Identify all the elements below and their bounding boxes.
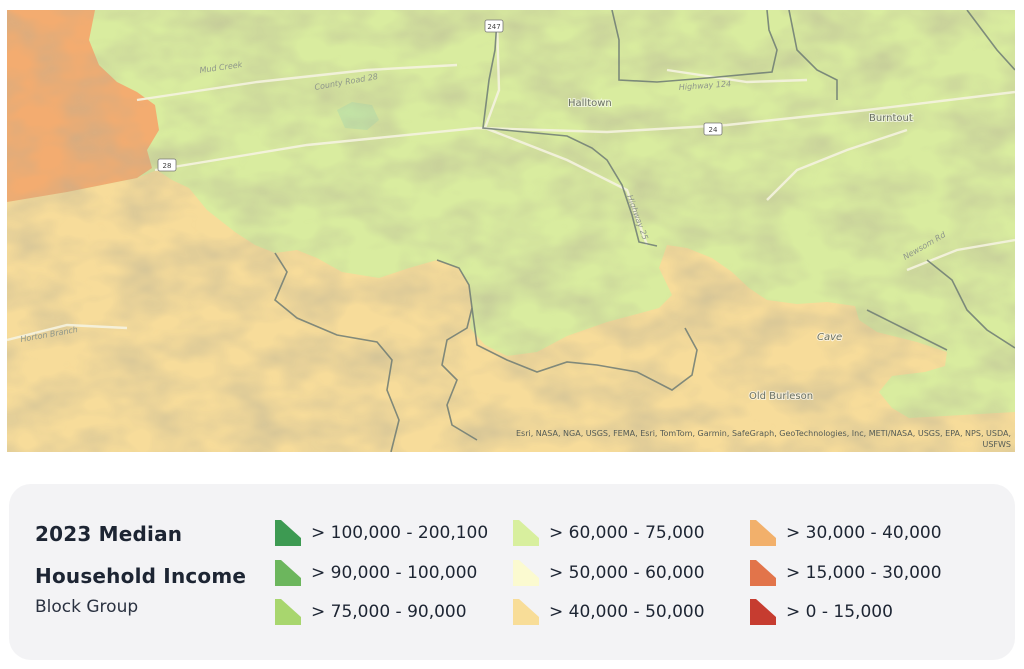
place-label-cave: Cave [817,332,842,343]
legend-item: > 60,000 - 75,000 [511,518,705,548]
place-label-old-burleson: Old Burleson [749,391,813,402]
svg-text:24: 24 [709,126,718,134]
legend-item: > 75,000 - 90,000 [273,597,467,627]
legend-label: > 75,000 - 90,000 [311,602,467,622]
svg-text:247: 247 [487,23,500,31]
map-canvas: 247 28 24 Mud Creek County Road 28 Highw… [7,10,1015,452]
choropleth-map[interactable]: 247 28 24 Mud Creek County Road 28 Highw… [7,10,1015,452]
legend-item: > 100,000 - 200,100 [273,518,488,548]
legend-item: > 50,000 - 60,000 [511,558,705,588]
legend-label: > 60,000 - 75,000 [549,523,705,543]
legend-item: > 90,000 - 100,000 [273,558,477,588]
legend-swatch [275,560,301,586]
legend-title-line-2: Household Income [35,564,247,588]
legend-label: > 30,000 - 40,000 [786,523,942,543]
legend-label: > 15,000 - 30,000 [786,563,942,583]
legend-swatch [513,599,539,625]
legend-swatch [513,520,539,546]
map-attribution: Esri, NASA, NGA, USGS, FEMA, Esri, TomTo… [515,429,1011,449]
legend-swatch [275,599,301,625]
svg-text:28: 28 [163,162,172,170]
legend-label: > 0 - 15,000 [786,602,893,622]
legend-item: > 0 - 15,000 [748,597,893,627]
legend-swatch [750,520,776,546]
place-label-halltown: Halltown [568,98,612,109]
legend-swatch [750,599,776,625]
legend-label: > 50,000 - 60,000 [549,563,705,583]
legend-subtitle: Block Group [35,597,139,617]
legend-swatch [750,560,776,586]
legend-swatch [275,520,301,546]
route-shield-28: 28 [157,158,177,172]
legend-title-line-1: 2023 Median [35,522,183,546]
roads [7,19,1015,342]
legend-label: > 40,000 - 50,000 [549,602,705,622]
legend-label: > 90,000 - 100,000 [311,563,478,583]
block-group-boundaries [274,10,1015,452]
legend-item: > 30,000 - 40,000 [748,518,942,548]
legend-item: > 40,000 - 50,000 [511,597,705,627]
place-label-burntout: Burntout [869,113,913,124]
road-label-highway-124: Highway 124 [679,79,732,92]
legend-swatch [513,560,539,586]
legend-item: > 15,000 - 30,000 [748,558,942,588]
terrain-shading [7,10,1015,452]
legend-label: > 100,000 - 200,100 [311,523,489,543]
route-shield-247: 247 [484,19,504,33]
legend-panel: 2023 Median Household Income Block Group… [9,484,1015,660]
route-shield-24: 24 [703,122,723,136]
